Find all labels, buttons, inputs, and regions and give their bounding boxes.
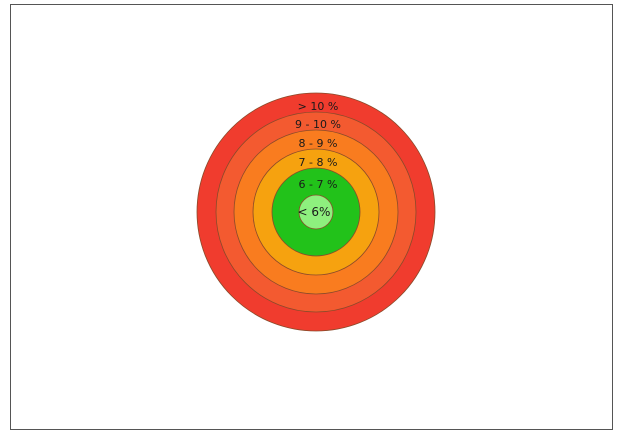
ring-label-4: 6 - 7 % [299, 178, 338, 191]
ring-label-3: 7 - 8 % [299, 156, 338, 169]
ring-label-1: 9 - 10 % [295, 118, 341, 131]
ring-label-5: < 6% [298, 205, 331, 219]
ring-label-2: 8 - 9 % [299, 137, 338, 150]
ring-label-0: > 10 % [298, 100, 339, 113]
ring-5 [298, 194, 334, 230]
